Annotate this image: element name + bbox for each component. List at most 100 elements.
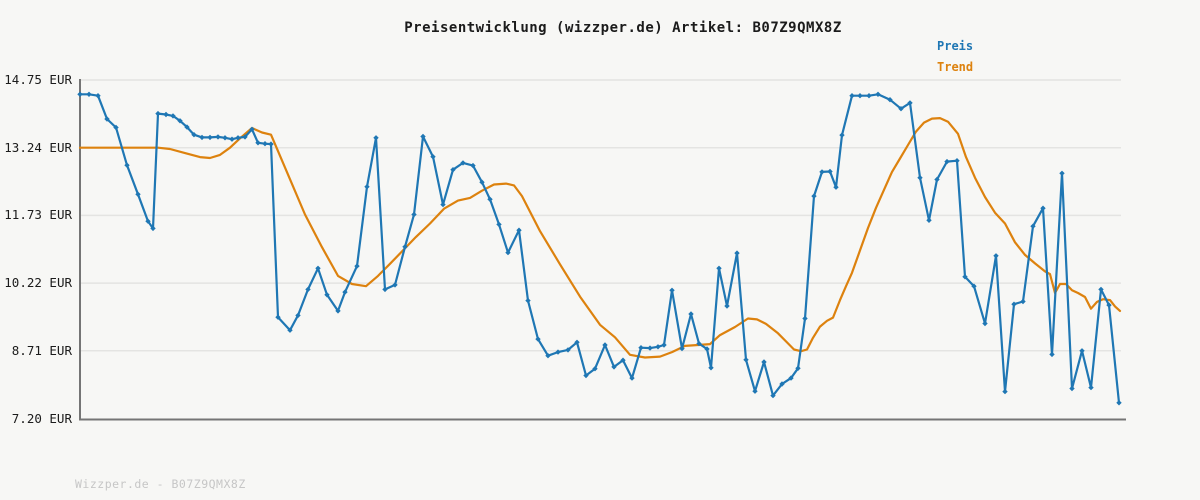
preis-marker (866, 93, 872, 99)
preis-marker (479, 179, 485, 185)
preis-marker (811, 193, 817, 199)
preis-marker (583, 372, 589, 379)
preis-marker (255, 140, 261, 146)
y-tick-label: 8.71 EUR (11, 342, 72, 358)
preis-marker (235, 135, 241, 141)
preis-marker (724, 303, 730, 309)
preis-marker (170, 113, 176, 119)
preis-marker (430, 154, 436, 160)
preis-marker (839, 132, 845, 138)
preis-marker (124, 162, 130, 168)
preis-marker (163, 111, 169, 118)
preis-marker (420, 133, 426, 140)
preis-marker (150, 225, 156, 232)
preis-marker (222, 135, 228, 141)
preis-marker (555, 349, 561, 355)
preis-marker (487, 196, 493, 202)
preis-marker (440, 201, 446, 208)
y-tick-label: 13.24 EUR (4, 139, 72, 155)
preis-marker (364, 184, 370, 190)
preis-marker (287, 327, 293, 333)
preis-marker (315, 265, 321, 271)
preis-marker (525, 297, 531, 304)
preis-marker (971, 283, 977, 289)
preis-marker (177, 118, 183, 124)
preis-marker (392, 282, 398, 288)
preis-marker (917, 175, 923, 181)
preis-marker (788, 375, 794, 381)
preis-marker (875, 91, 881, 97)
preis-marker (402, 244, 408, 250)
preis-marker (1040, 205, 1046, 211)
preis-marker (229, 136, 235, 142)
preis-marker (679, 345, 685, 352)
preis-marker (199, 134, 205, 141)
preis-marker (704, 346, 710, 352)
preis-marker (516, 227, 522, 233)
preis-marker (215, 134, 221, 140)
preis-marker (1059, 170, 1065, 176)
preis-marker (898, 106, 904, 112)
preis-marker (207, 134, 213, 141)
y-tick-label: 7.20 EUR (11, 410, 72, 426)
preis-marker (1079, 348, 1085, 354)
preis-marker (611, 364, 617, 370)
preis-marker (647, 345, 653, 351)
preis-marker (993, 253, 999, 259)
preis-marker (629, 375, 635, 381)
preis-marker (574, 339, 580, 345)
preis-marker (275, 314, 281, 320)
preis-marker (104, 116, 110, 122)
preis-marker (602, 342, 608, 348)
preis-marker (734, 250, 740, 256)
preis-marker (1106, 302, 1112, 308)
preis-marker (743, 357, 749, 363)
preis-marker (655, 344, 661, 350)
preis-marker (145, 218, 151, 224)
preis-marker (249, 126, 255, 132)
preis-marker (669, 287, 675, 293)
preis-marker (934, 176, 940, 183)
preis-marker (324, 292, 330, 298)
preis-marker (795, 365, 801, 371)
page-title: Preisentwicklung (wizzper.de) Artikel: B… (404, 20, 842, 36)
preis-marker (77, 91, 83, 97)
preis-marker (688, 311, 694, 317)
preis-marker (262, 141, 268, 147)
preis-marker (565, 347, 571, 353)
preis-marker (411, 211, 417, 218)
preis-marker (184, 124, 190, 130)
preis-marker (779, 381, 785, 387)
preis-marker (716, 265, 722, 271)
trend-line (78, 117, 1122, 359)
preis-marker (95, 93, 101, 99)
preis-marker (1020, 298, 1026, 305)
preis-marker (1030, 223, 1036, 229)
preis-marker (135, 191, 141, 197)
legend: Preis Trend (937, 39, 973, 74)
preis-marker (708, 365, 714, 371)
y-tick-label: 10.22 EUR (4, 275, 72, 291)
preis-marker (86, 91, 92, 97)
preis-marker (926, 217, 932, 223)
preis-marker (1116, 400, 1122, 406)
preis-marker (827, 168, 833, 175)
preis-marker (460, 160, 466, 166)
preis-marker (849, 93, 855, 99)
preis-marker (113, 124, 119, 131)
preis-marker (1049, 351, 1055, 358)
preis-marker (761, 359, 767, 365)
preis-marker (496, 221, 502, 228)
preis-marker (1098, 286, 1104, 293)
preis-marker (354, 263, 360, 269)
preis-marker (545, 353, 551, 359)
preis-marker (305, 286, 311, 293)
preis-marker (857, 93, 863, 99)
preis-marker (1002, 388, 1008, 395)
preis-marker (620, 357, 626, 363)
preis-marker (696, 340, 702, 347)
preis-marker (944, 158, 950, 165)
preis-marker (505, 249, 511, 256)
y-tick-label: 14.75 EUR (4, 72, 72, 87)
